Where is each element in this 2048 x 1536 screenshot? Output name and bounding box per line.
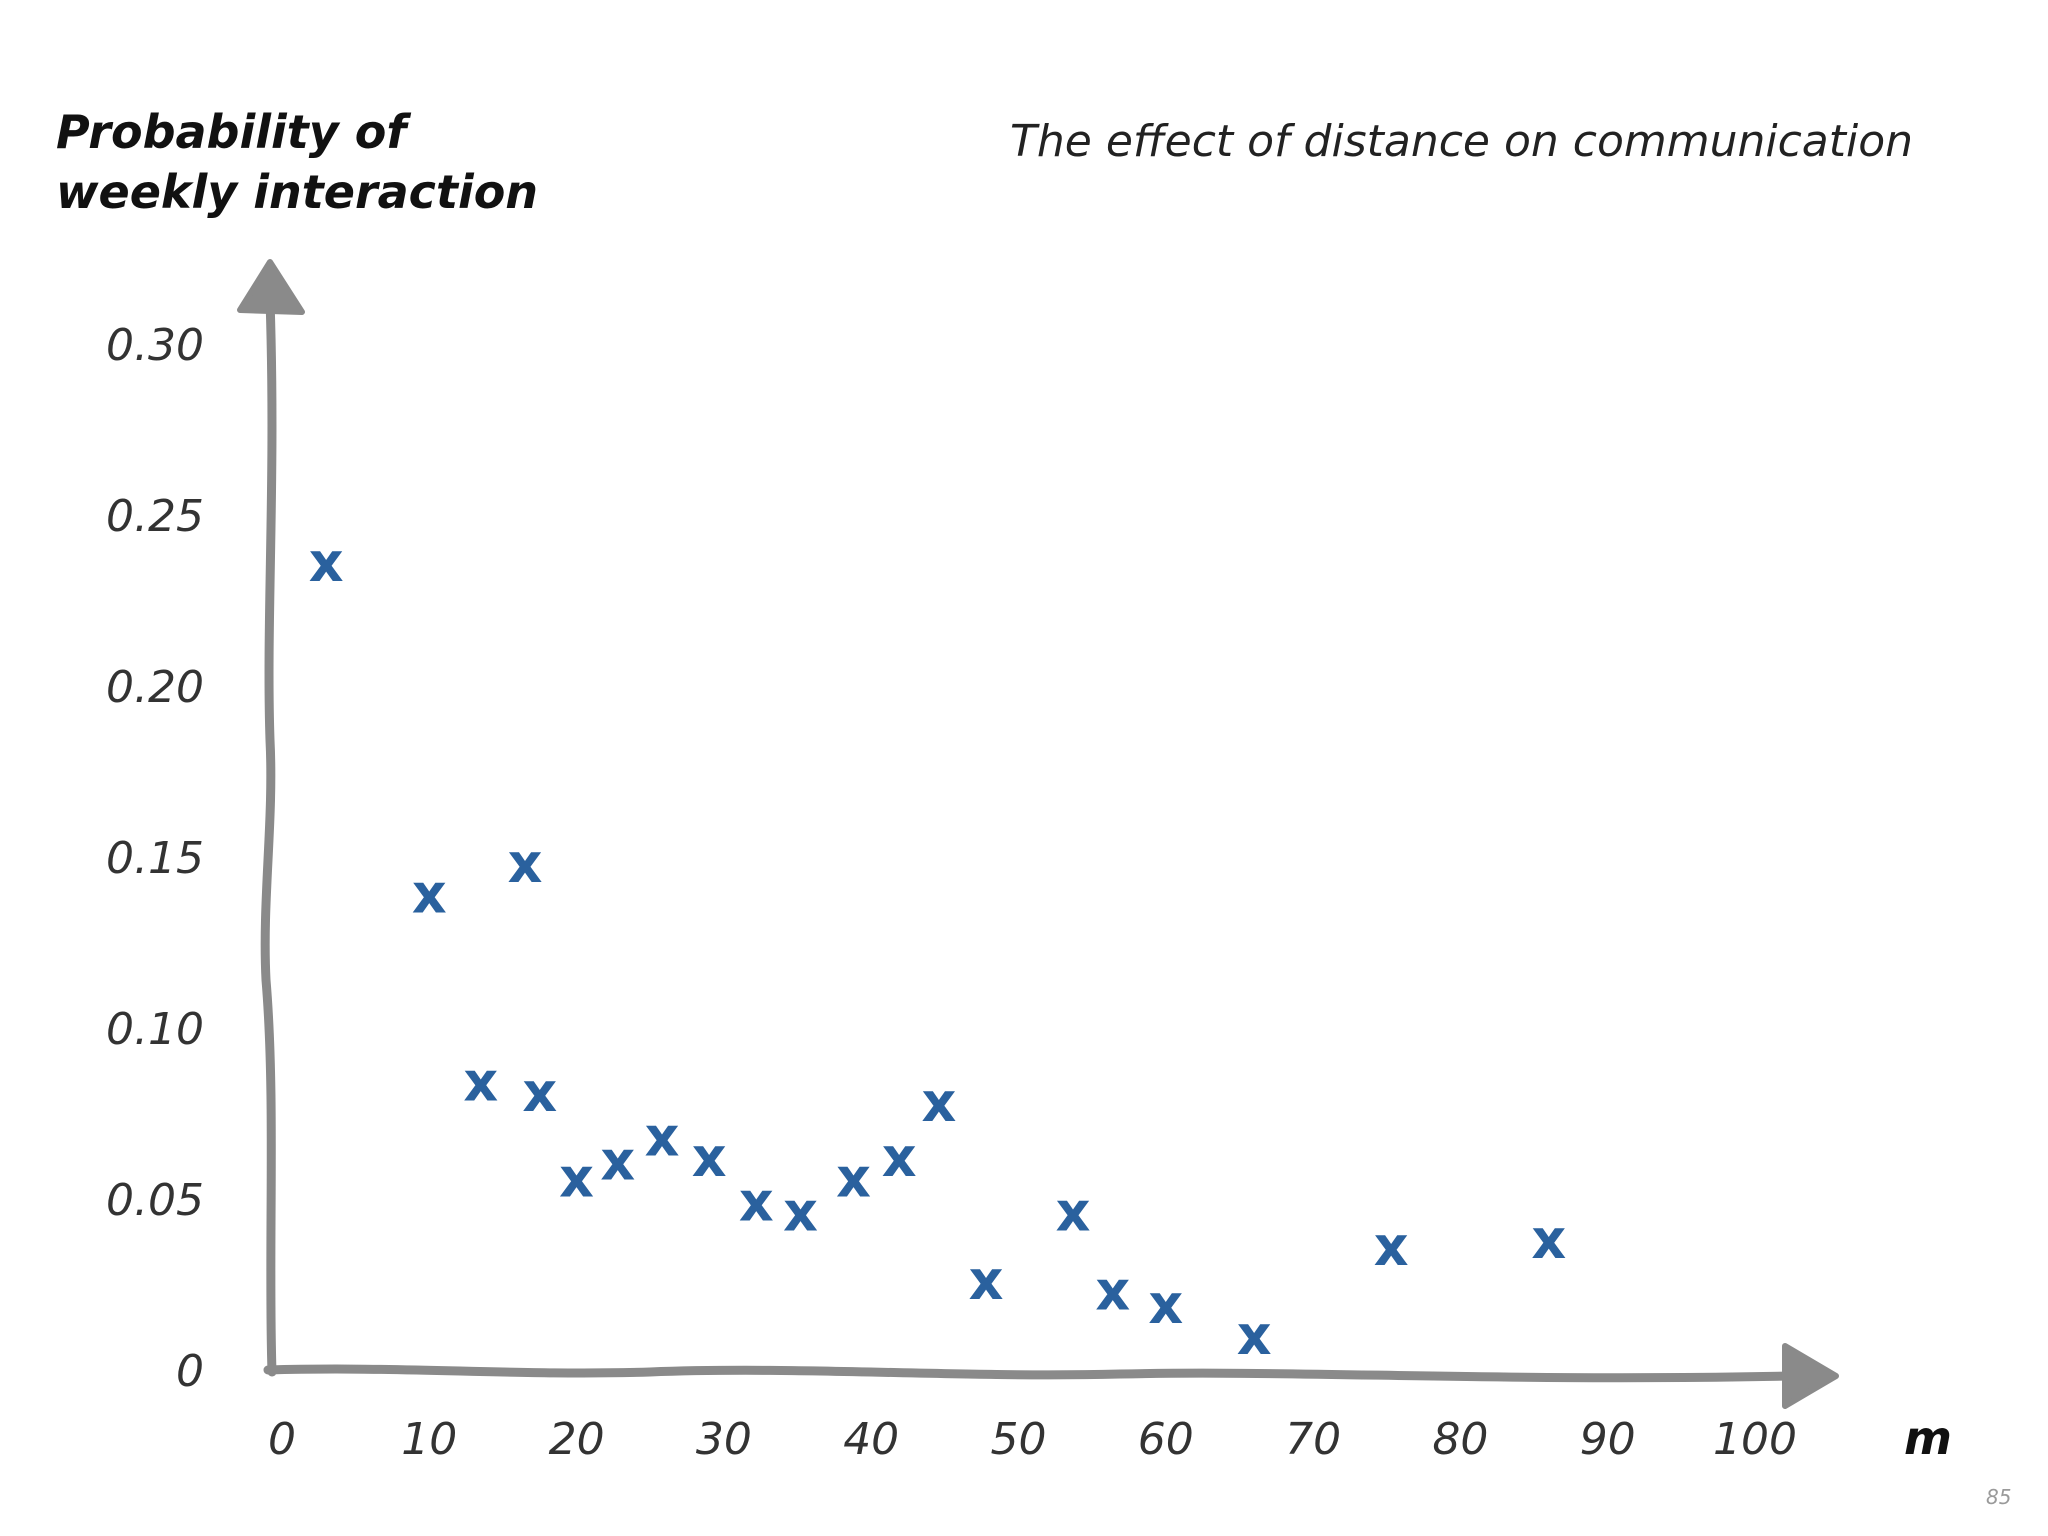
data-point: x — [600, 1129, 635, 1192]
chart-title: The effect of distance on communication — [1010, 116, 1913, 167]
x-tick-label: 80 — [1432, 1414, 1488, 1465]
data-point: x — [1056, 1181, 1091, 1244]
x-tick-label: 40 — [843, 1414, 899, 1465]
y-axis-label-line-1: Probability of — [56, 105, 411, 159]
data-point: x — [508, 832, 543, 895]
x-tick-label: 30 — [696, 1414, 752, 1465]
y-tick-label: 0 — [176, 1346, 204, 1397]
data-point: x — [309, 531, 344, 594]
y-tick-label: 0.30 — [106, 320, 204, 371]
data-point: x — [1374, 1215, 1409, 1278]
data-point: x — [1148, 1273, 1183, 1336]
x-tick-labels: 0 10 20 30 40 50 60 70 80 90 100 — [268, 1414, 1797, 1465]
data-point: x — [783, 1181, 818, 1244]
data-point: x — [739, 1170, 774, 1233]
data-point: x — [836, 1146, 871, 1209]
y-axis-label-line-2: weekly interaction — [56, 165, 538, 219]
x-tick-label: 100 — [1713, 1414, 1797, 1465]
x-tick-label: 60 — [1138, 1414, 1194, 1465]
x-tick-label: 0 — [268, 1414, 296, 1465]
axes — [237, 259, 1839, 1409]
y-axis-arrowhead — [237, 259, 305, 315]
x-tick-label: 10 — [401, 1414, 457, 1465]
data-point: x — [692, 1126, 727, 1189]
x-tick-label: 50 — [991, 1414, 1047, 1465]
x-tick-label: 20 — [549, 1414, 605, 1465]
y-tick-label: 0.25 — [106, 491, 204, 542]
y-tick-label: 0.05 — [106, 1175, 204, 1226]
y-axis-line — [260, 295, 277, 1377]
y-tick-label: 0.20 — [106, 662, 204, 713]
x-tick-label: 90 — [1580, 1414, 1636, 1465]
y-tick-labels: 0 0.05 0.10 0.15 0.20 0.25 0.30 — [106, 320, 204, 1397]
data-point: x — [559, 1146, 594, 1209]
data-point: x — [922, 1071, 957, 1134]
data-point: x — [1095, 1259, 1130, 1322]
data-point: x — [463, 1051, 498, 1114]
data-point: x — [522, 1061, 557, 1124]
data-point: x — [882, 1126, 917, 1189]
data-point: x — [1531, 1208, 1566, 1271]
data-point: x — [1237, 1304, 1272, 1367]
data-point: x — [412, 863, 447, 926]
data-point: x — [969, 1249, 1004, 1312]
page-number: 85 — [1986, 1485, 2011, 1509]
x-tick-label: 70 — [1285, 1414, 1341, 1465]
x-axis-arrowhead — [1782, 1343, 1839, 1409]
y-tick-label: 0.15 — [106, 833, 204, 884]
y-tick-label: 0.10 — [106, 1004, 204, 1055]
data-point: x — [645, 1105, 680, 1168]
x-axis-label: m — [1904, 1411, 1952, 1465]
x-axis-line — [263, 1364, 1795, 1383]
